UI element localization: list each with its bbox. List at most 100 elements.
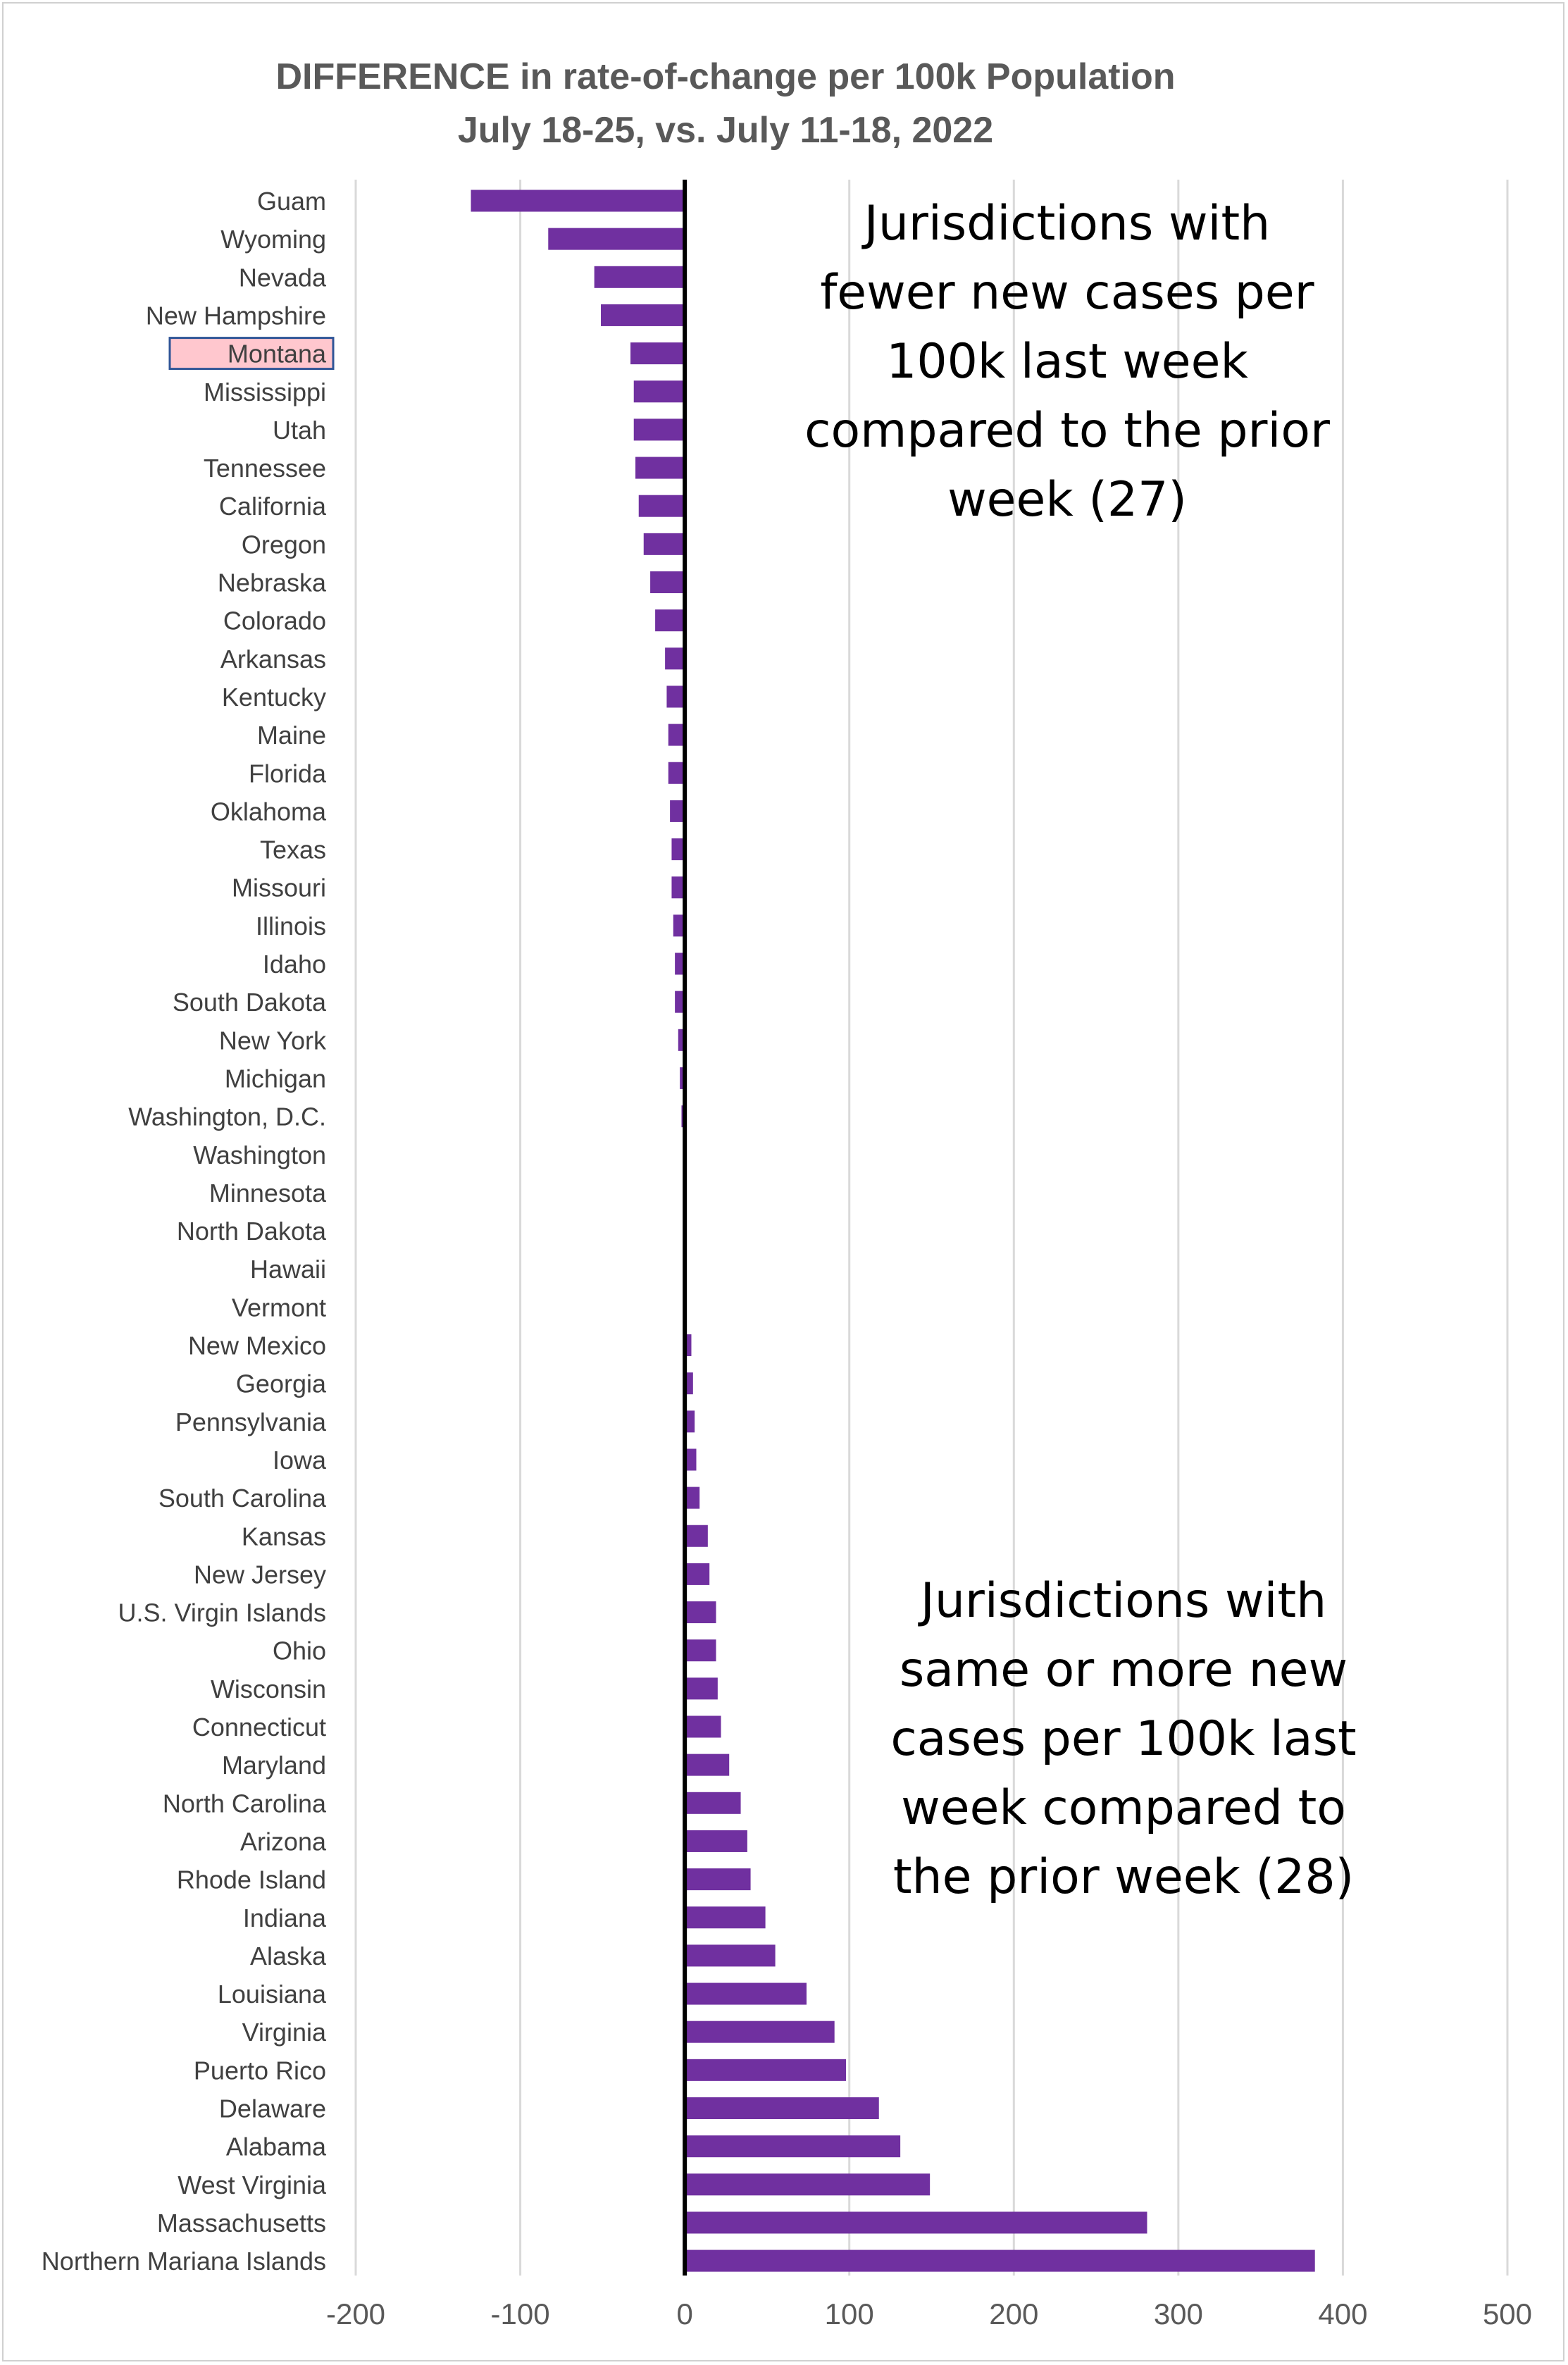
category-label: Wyoming (220, 225, 326, 254)
category-label: Rhode Island (177, 1866, 326, 1894)
category-label: New Hampshire (146, 301, 326, 330)
category-label: Tennessee (204, 454, 326, 483)
bar (685, 1906, 766, 1929)
category-label: California (219, 492, 327, 521)
category-label: U.S. Virgin Islands (118, 1599, 326, 1627)
bar-chart: Guam Wyoming Nevada New Hampshire Montana Mis… (42, 180, 1532, 2330)
category-label: Indiana (243, 1904, 327, 1932)
category-label: Iowa (273, 1446, 327, 1475)
bar (685, 1677, 718, 1700)
x-tick-label: -100 (491, 2297, 550, 2330)
bar (668, 762, 685, 784)
category-label: Kentucky (222, 683, 326, 712)
x-tick-label: 400 (1318, 2297, 1367, 2330)
bar (685, 2021, 835, 2043)
category-label: Connecticut (192, 1713, 326, 1742)
x-tick-label: 100 (825, 2297, 874, 2330)
bar (638, 495, 685, 517)
bar (680, 1067, 685, 1089)
bar (685, 1334, 692, 1356)
bar (678, 1029, 685, 1051)
category-label: Alabama (226, 2133, 327, 2161)
bar (685, 1372, 693, 1395)
category-label: New Mexico (188, 1332, 326, 1360)
bar (685, 1486, 700, 1509)
category-label: Pennsylvania (175, 1408, 327, 1436)
chart-subtitle: July 18-25, vs. July 11-18, 2022 (457, 110, 994, 151)
category-label: Georgia (236, 1370, 327, 1398)
category-label: Nebraska (218, 569, 327, 597)
bar (630, 342, 685, 365)
bar (685, 2173, 931, 2196)
x-axis-ticks: -200 -100 0 100 200 300 400 500 (326, 2297, 1532, 2330)
x-tick-label: 0 (676, 2297, 692, 2330)
bar (675, 952, 685, 975)
highlight-box (168, 337, 335, 371)
category-label: New York (219, 1026, 327, 1055)
bar (650, 571, 685, 593)
bar (601, 304, 685, 326)
category-label: Oregon (242, 530, 326, 559)
bar (685, 1639, 716, 1662)
bar (685, 1410, 695, 1433)
bar (685, 1715, 721, 1738)
category-label: Missouri (232, 874, 326, 902)
bar (685, 1525, 708, 1547)
category-label: Arkansas (220, 645, 326, 674)
category-labels: Guam Wyoming Nevada New Hampshire Montana Mis… (42, 187, 335, 2276)
annotation-more-cases: Jurisdictions with same or more new case… (890, 1573, 1357, 1905)
bar (670, 800, 685, 822)
bar (685, 1792, 741, 1814)
bar (685, 1830, 747, 1852)
bar (685, 1868, 751, 1891)
category-label: Washington, D.C. (128, 1103, 326, 1131)
category-label: Kansas (242, 1522, 326, 1551)
bar (633, 418, 685, 441)
category-label: Illinois (256, 912, 326, 941)
bar (666, 685, 685, 708)
category-label: Maine (257, 721, 326, 750)
bar (671, 838, 685, 861)
bar (685, 1601, 716, 1624)
category-label: Mississippi (204, 378, 326, 406)
category-label: Delaware (219, 2094, 326, 2123)
bar (655, 609, 685, 632)
category-label: North Dakota (177, 1217, 327, 1246)
category-label: Hawaii (250, 1255, 326, 1284)
x-tick-label: 200 (989, 2297, 1038, 2330)
category-label: Michigan (225, 1064, 326, 1093)
x-tick-label: 300 (1154, 2297, 1203, 2330)
annotation-fewer-cases: Jurisdictions with fewer new cases per 1… (804, 196, 1330, 528)
category-label: Colorado (223, 607, 326, 635)
category-label: Nevada (239, 263, 327, 292)
category-label: South Dakota (173, 988, 327, 1017)
category-label: Virginia (242, 2018, 327, 2047)
category-label: Texas (260, 836, 326, 864)
category-label: Florida (249, 759, 327, 788)
bar (643, 533, 685, 555)
category-label: Utah (273, 416, 326, 445)
bar (675, 991, 685, 1013)
category-label: Louisiana (218, 1980, 327, 2009)
chart-title: DIFFERENCE in rate-of-change per 100k Po… (275, 56, 1176, 97)
bar (548, 228, 685, 250)
category-label: Minnesota (209, 1179, 327, 1208)
bar (673, 914, 685, 937)
bar (671, 876, 685, 899)
category-label: Montana (228, 340, 327, 368)
bar (685, 1753, 730, 1776)
category-label: Guam (257, 187, 326, 216)
bar (685, 2097, 879, 2119)
category-label: Massachusetts (157, 2209, 326, 2237)
category-label: West Virginia (178, 2171, 327, 2199)
category-label: Vermont (232, 1293, 326, 1322)
category-label: New Jersey (194, 1560, 326, 1589)
category-label: Alaska (250, 1942, 327, 1970)
bar (594, 266, 685, 288)
category-label: Arizona (240, 1827, 327, 1856)
category-label: Maryland (222, 1751, 326, 1780)
bar (471, 190, 685, 212)
bar (685, 2059, 847, 2081)
bar (685, 1982, 807, 2005)
bar (685, 2135, 901, 2158)
